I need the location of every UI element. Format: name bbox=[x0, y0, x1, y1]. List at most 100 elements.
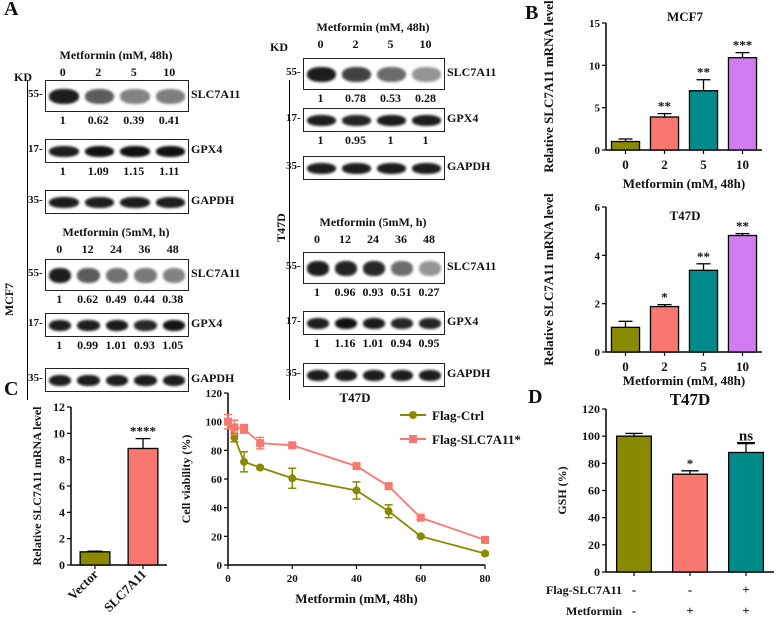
band bbox=[391, 260, 413, 276]
quantification: 1 bbox=[314, 336, 320, 350]
cell-line-bracket bbox=[27, 80, 28, 400]
lane-label: 36 bbox=[138, 242, 151, 256]
blot-heading: Metformin (mM, 48h) bbox=[316, 20, 430, 34]
significance-label: **** bbox=[130, 424, 156, 439]
protein-label: SLC7A11 bbox=[191, 87, 241, 101]
quantification: 1.01 bbox=[105, 338, 127, 352]
y-tick-label: 20 bbox=[588, 538, 600, 552]
quantification: 1 bbox=[422, 133, 429, 147]
bar bbox=[671, 473, 709, 573]
quantification: 1.01 bbox=[362, 336, 384, 350]
significance-label: * bbox=[687, 456, 694, 471]
data-point bbox=[481, 549, 489, 558]
band bbox=[77, 267, 100, 283]
band bbox=[307, 317, 329, 329]
y-tick-label: 120 bbox=[206, 388, 223, 400]
blot-strip-gpx4 bbox=[45, 313, 189, 337]
y-tick-label: 60 bbox=[211, 474, 223, 486]
y-tick-label: 100 bbox=[582, 429, 600, 443]
bar bbox=[610, 140, 641, 151]
blot-strip-gapdh bbox=[45, 190, 189, 214]
legend-label: Flag-Ctrl bbox=[432, 408, 484, 423]
x-tick-label: 80 bbox=[480, 573, 492, 585]
lane-label: 0 bbox=[317, 37, 324, 51]
quantification: 1 bbox=[56, 338, 63, 352]
lane-label: 5 bbox=[387, 37, 394, 51]
y-tick-label: 120 bbox=[582, 402, 600, 416]
lane-label: 0 bbox=[59, 65, 66, 79]
protein-label: GAPDH bbox=[447, 159, 491, 173]
condition-sign: + bbox=[742, 603, 749, 618]
quantification: 0.99 bbox=[77, 338, 99, 352]
y-tick-label: 6 bbox=[59, 479, 65, 493]
protein-label: GAPDH bbox=[447, 366, 491, 380]
band bbox=[307, 114, 336, 126]
quantification: 0.41 bbox=[158, 113, 180, 127]
band bbox=[105, 319, 129, 331]
protein-label: SLC7A11 bbox=[191, 266, 241, 280]
y-axis-label: Relative SLC7A11 mRNA level bbox=[30, 406, 44, 566]
y-axis-label: Cell viability (%) bbox=[179, 435, 193, 524]
kd-marker: 17- bbox=[28, 143, 43, 155]
legend-marker bbox=[409, 411, 417, 419]
bar bbox=[649, 305, 680, 353]
quantification: 0.39 bbox=[123, 113, 145, 127]
quantification: 0.38 bbox=[162, 292, 184, 306]
blot-heading: Metformin (5mM, h) bbox=[62, 225, 170, 239]
condition-sign: - bbox=[688, 582, 692, 597]
band bbox=[155, 88, 185, 104]
band bbox=[412, 114, 441, 126]
y-tick-label: 100 bbox=[206, 417, 223, 429]
lane-label: 2 bbox=[352, 37, 359, 51]
data-point bbox=[224, 417, 232, 426]
y-tick-label: 80 bbox=[211, 445, 223, 457]
band bbox=[162, 319, 185, 331]
data-point bbox=[481, 535, 489, 544]
data-point bbox=[352, 462, 361, 471]
quantification: 0.62 bbox=[87, 113, 109, 127]
quantification: 0.95 bbox=[418, 336, 440, 350]
y-axis-label: GSH (%) bbox=[555, 466, 569, 514]
x-tick-label: 0 bbox=[622, 359, 629, 374]
band bbox=[377, 162, 406, 174]
x-tick-label: 0 bbox=[622, 157, 629, 172]
band bbox=[49, 267, 72, 283]
quantification: 1.05 bbox=[162, 338, 184, 352]
band bbox=[155, 145, 185, 157]
data-point bbox=[416, 532, 425, 541]
blot-strip-slc7a11 bbox=[303, 252, 445, 284]
band bbox=[105, 374, 129, 386]
data-point bbox=[288, 441, 297, 450]
band bbox=[391, 317, 413, 329]
quantification: 1.15 bbox=[123, 164, 145, 178]
band bbox=[120, 88, 150, 104]
y-tick-label: 40 bbox=[588, 511, 600, 525]
quantification: 1.16 bbox=[334, 336, 356, 350]
bar bbox=[615, 435, 653, 573]
data-point bbox=[416, 513, 425, 522]
y-tick-label: 60 bbox=[588, 484, 600, 498]
band bbox=[84, 196, 114, 208]
band bbox=[155, 196, 185, 208]
x-tick-label: 60 bbox=[415, 573, 427, 585]
y-tick-label: 0 bbox=[595, 145, 601, 157]
x-tick-label: SLC7A11 bbox=[101, 567, 149, 615]
kd-marker: 35- bbox=[28, 372, 43, 384]
bar bbox=[649, 116, 680, 151]
data-point bbox=[256, 463, 265, 472]
x-tick-label: 0 bbox=[225, 573, 231, 585]
kd-label: KD bbox=[270, 40, 288, 54]
quantification: 1.09 bbox=[87, 164, 109, 178]
band bbox=[377, 114, 406, 126]
quantification: 0.49 bbox=[105, 292, 127, 306]
x-tick-label: 5 bbox=[700, 359, 707, 374]
y-tick-label: 4 bbox=[595, 250, 601, 262]
quantification: 0.44 bbox=[133, 292, 155, 306]
band bbox=[363, 260, 385, 276]
bar bbox=[610, 326, 641, 353]
band bbox=[419, 369, 441, 381]
band bbox=[134, 267, 157, 283]
quantification: 1 bbox=[387, 133, 394, 147]
data-point bbox=[384, 507, 393, 516]
